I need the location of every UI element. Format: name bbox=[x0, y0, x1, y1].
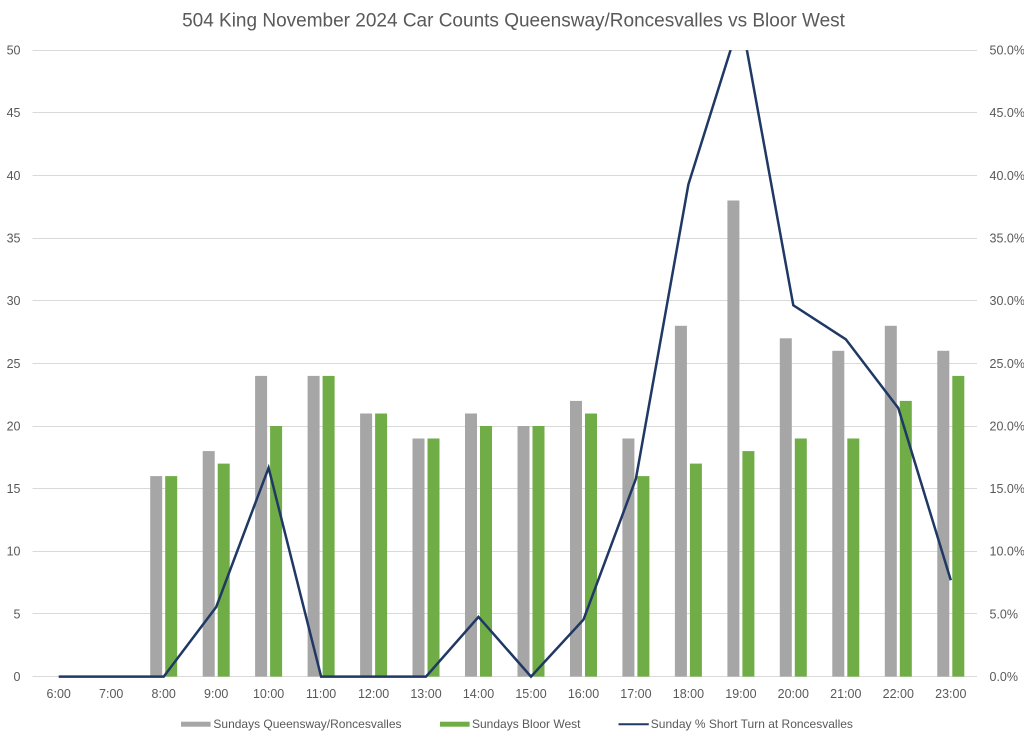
svg-text:18:00: 18:00 bbox=[673, 687, 704, 701]
svg-text:10: 10 bbox=[7, 545, 21, 559]
svg-text:11:00: 11:00 bbox=[306, 687, 336, 701]
svg-text:35: 35 bbox=[7, 232, 21, 246]
svg-text:15: 15 bbox=[7, 482, 21, 496]
svg-text:Sundays Queensway/Roncesvalles: Sundays Queensway/Roncesvalles bbox=[213, 717, 401, 731]
svg-text:20:00: 20:00 bbox=[778, 687, 809, 701]
svg-text:30: 30 bbox=[7, 294, 21, 308]
svg-text:20.0%: 20.0% bbox=[990, 419, 1024, 433]
svg-text:45: 45 bbox=[7, 106, 21, 120]
svg-text:8:00: 8:00 bbox=[152, 687, 176, 701]
svg-text:17:00: 17:00 bbox=[620, 687, 651, 701]
svg-text:15:00: 15:00 bbox=[515, 687, 546, 701]
svg-text:45.0%: 45.0% bbox=[990, 106, 1024, 120]
svg-text:50: 50 bbox=[7, 44, 21, 58]
svg-text:16:00: 16:00 bbox=[568, 687, 599, 701]
svg-text:20: 20 bbox=[7, 419, 21, 433]
svg-text:30.0%: 30.0% bbox=[990, 294, 1024, 308]
svg-text:13:00: 13:00 bbox=[410, 687, 441, 701]
svg-text:21:00: 21:00 bbox=[830, 687, 861, 701]
svg-text:5.0%: 5.0% bbox=[990, 607, 1019, 621]
svg-text:6:00: 6:00 bbox=[47, 687, 71, 701]
svg-text:40.0%: 40.0% bbox=[990, 169, 1024, 183]
svg-text:10:00: 10:00 bbox=[253, 687, 284, 701]
svg-text:Sundays Bloor West: Sundays Bloor West bbox=[472, 717, 581, 731]
svg-text:Sunday % Short Turn at Roncesv: Sunday % Short Turn at Roncesvalles bbox=[651, 717, 853, 731]
svg-text:50.0%: 50.0% bbox=[990, 44, 1024, 58]
svg-text:5: 5 bbox=[14, 607, 21, 621]
svg-text:12:00: 12:00 bbox=[358, 687, 389, 701]
svg-text:25: 25 bbox=[7, 357, 21, 371]
svg-text:23:00: 23:00 bbox=[935, 687, 966, 701]
svg-text:14:00: 14:00 bbox=[463, 687, 494, 701]
svg-text:19:00: 19:00 bbox=[725, 687, 756, 701]
svg-text:0.0%: 0.0% bbox=[990, 670, 1019, 684]
svg-text:40: 40 bbox=[7, 169, 21, 183]
svg-text:9:00: 9:00 bbox=[204, 687, 228, 701]
svg-text:504 King November 2024 Car Cou: 504 King November 2024 Car Counts Queens… bbox=[182, 11, 846, 32]
svg-text:10.0%: 10.0% bbox=[990, 545, 1024, 559]
svg-text:15.0%: 15.0% bbox=[990, 482, 1024, 496]
svg-text:7:00: 7:00 bbox=[99, 687, 123, 701]
svg-text:0: 0 bbox=[14, 670, 21, 684]
svg-text:35.0%: 35.0% bbox=[990, 232, 1024, 246]
svg-text:22:00: 22:00 bbox=[883, 687, 914, 701]
svg-text:25.0%: 25.0% bbox=[990, 357, 1024, 371]
